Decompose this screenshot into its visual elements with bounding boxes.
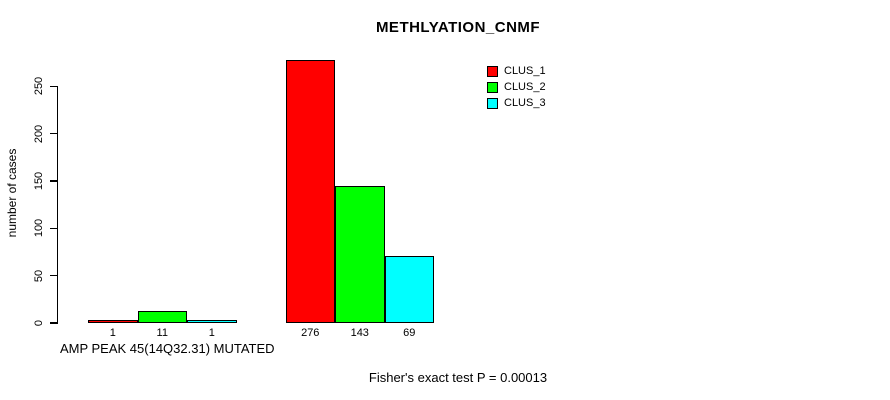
y-axis-title: number of cases: [5, 148, 19, 238]
y-tick-label: 0: [33, 319, 45, 327]
y-tick: [50, 180, 58, 182]
legend-item-clus_3: CLUS_3: [487, 95, 546, 111]
chart-title: METHLYATION_CNMF: [375, 19, 541, 36]
y-tick-label: 200: [33, 124, 45, 143]
legend-swatch-clus_2: [487, 81, 498, 93]
legend-item-clus_2: CLUS_2: [487, 79, 546, 95]
legend-label: CLUS_3: [504, 97, 546, 109]
y-tick-label: 250: [33, 77, 45, 96]
y-tick: [50, 274, 58, 277]
legend-item-clus_1: CLUS_1: [487, 63, 546, 79]
group-label: AMP PEAK 45(14Q32.31) MUTATED: [59, 341, 275, 356]
y-tick: [50, 322, 58, 324]
bar-clus_2: [137, 310, 187, 323]
y-axis-line: [56, 86, 58, 324]
y-tick: [50, 85, 58, 88]
bar-value-label: 276: [301, 327, 320, 339]
y-tick-label: 50: [33, 269, 45, 282]
bar-clus_2: [335, 185, 385, 323]
bar-clus_3: [187, 320, 237, 323]
legend-swatch-clus_1: [487, 65, 498, 77]
bar-value-label: 1: [109, 327, 116, 339]
y-tick: [50, 227, 58, 230]
bar-clus_1: [285, 59, 335, 323]
fisher-test-annotation: Fisher's exact test P = 0.00013: [368, 370, 548, 385]
bar-value-label: 11: [156, 327, 168, 339]
y-tick: [50, 132, 58, 135]
bar-value-label: 69: [403, 327, 416, 339]
legend-label: CLUS_1: [504, 65, 546, 77]
bar-clus_3: [384, 255, 434, 323]
y-tick-label: 100: [33, 219, 45, 238]
legend-label: CLUS_2: [504, 81, 546, 93]
y-tick-label: 150: [33, 171, 45, 191]
bar-clus_1: [88, 320, 138, 323]
legend-swatch-clus_3: [487, 97, 498, 109]
bar-value-label: 143: [350, 327, 369, 339]
legend: CLUS_1 CLUS_2 CLUS_3: [487, 63, 546, 111]
bar-value-label: 1: [208, 327, 215, 339]
